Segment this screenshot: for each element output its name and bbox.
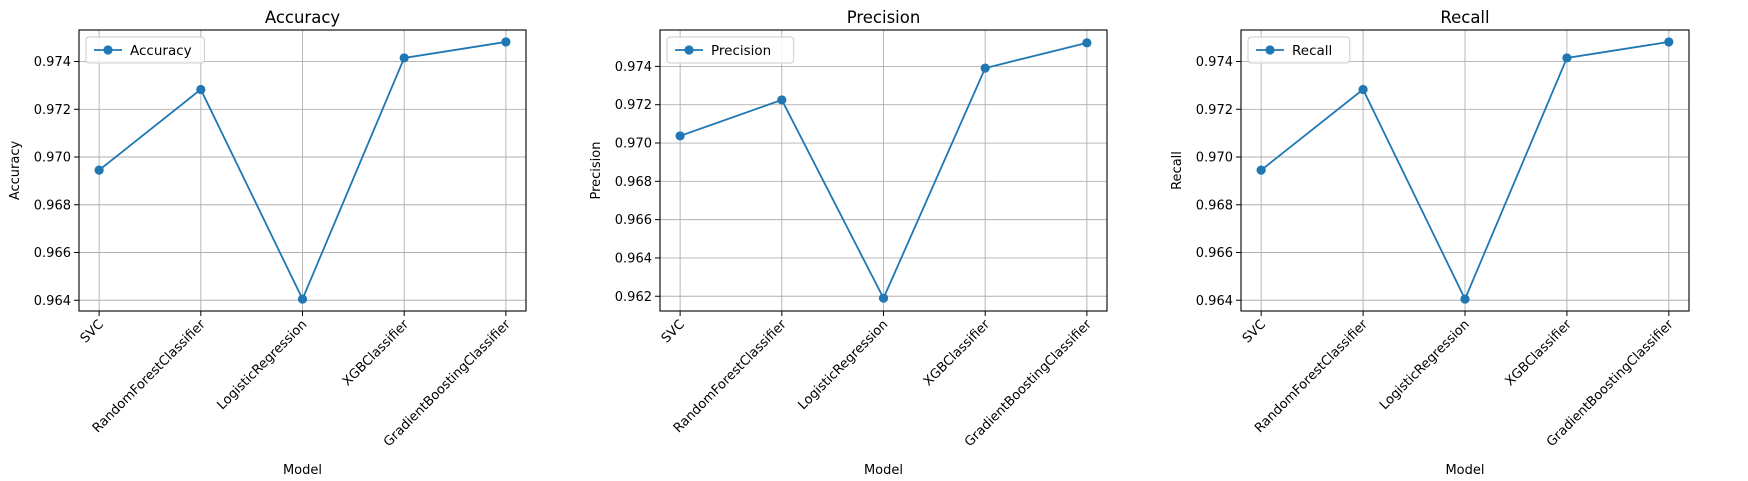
data-point bbox=[1358, 84, 1368, 95]
y-tick-label: 0.966 bbox=[34, 246, 71, 261]
y-tick-label: 0.970 bbox=[34, 151, 71, 166]
x-tick-label: SVC bbox=[659, 317, 688, 346]
x-tick-label: RandomForestClassifier bbox=[1252, 317, 1371, 436]
x-axis-label: Model bbox=[283, 463, 322, 478]
data-point bbox=[777, 95, 787, 105]
x-tick-label: LogisticRegression bbox=[795, 317, 891, 413]
legend: Precision bbox=[666, 36, 795, 64]
legend-label: Precision bbox=[711, 43, 771, 59]
x-tick-label: XGBClassifier bbox=[340, 317, 413, 390]
legend-marker bbox=[684, 45, 694, 55]
data-point bbox=[1256, 165, 1266, 175]
legend-label: Accuracy bbox=[130, 43, 192, 59]
legend-box bbox=[1247, 36, 1351, 64]
y-tick-label: 0.964 bbox=[1196, 294, 1233, 309]
y-tick-label: 0.970 bbox=[1196, 151, 1233, 166]
x-tick-label: XGBClassifier bbox=[1503, 317, 1576, 390]
y-tick-label: 0.968 bbox=[615, 175, 652, 190]
y-axis-label: Accuracy bbox=[8, 141, 23, 201]
y-tick-label: 0.964 bbox=[615, 251, 652, 266]
data-point bbox=[94, 165, 104, 175]
y-tick-label: 0.972 bbox=[34, 103, 71, 118]
legend-label: Recall bbox=[1292, 43, 1332, 59]
y-tick-label: 0.974 bbox=[615, 60, 652, 75]
data-point bbox=[399, 53, 409, 63]
y-tick-label: 0.972 bbox=[615, 98, 652, 113]
legend: Recall bbox=[1247, 36, 1351, 64]
x-tick-label: LogisticRegression bbox=[214, 317, 310, 413]
y-tick-label: 0.972 bbox=[1196, 103, 1233, 118]
y-tick-label: 0.968 bbox=[34, 198, 71, 213]
x-tick-label: RandomForestClassifier bbox=[90, 317, 209, 436]
data-point bbox=[878, 293, 889, 303]
y-axis-label: Recall bbox=[1170, 151, 1185, 190]
data-point bbox=[1460, 294, 1470, 304]
legend-box bbox=[85, 36, 205, 64]
y-tick-label: 0.962 bbox=[615, 290, 652, 305]
data-point bbox=[980, 63, 990, 73]
y-tick-label: 0.966 bbox=[615, 213, 652, 228]
x-axis-label: Model bbox=[1445, 463, 1484, 478]
x-tick-label: LogisticRegression bbox=[1377, 317, 1473, 413]
data-point bbox=[1562, 53, 1572, 63]
x-tick-label: SVC bbox=[78, 317, 107, 346]
data-point bbox=[297, 294, 308, 304]
y-tick-label: 0.974 bbox=[1196, 55, 1233, 70]
x-tick-label: SVC bbox=[1240, 317, 1269, 346]
data-point bbox=[1082, 38, 1092, 48]
y-axis-label: Precision bbox=[589, 141, 604, 199]
chart-panel-precision: 0.962 0.964 0.966 0.968 0.970 0.972 0.974 SVCRa… bbox=[589, 8, 1108, 478]
y-tick-label: 0.966 bbox=[1196, 246, 1233, 261]
y-tick-label: 0.968 bbox=[1196, 198, 1233, 213]
legend-marker bbox=[103, 45, 113, 55]
y-tick-label: 0.970 bbox=[615, 137, 652, 152]
y-tick-label: 0.964 bbox=[34, 294, 71, 309]
legend-marker bbox=[1265, 45, 1275, 55]
data-point bbox=[675, 131, 685, 141]
chart-title: Accuracy bbox=[265, 8, 341, 27]
chart-panel-accuracy: 0.964 0.966 0.968 0.970 0.972 0.974 SVCRandomF… bbox=[8, 8, 527, 478]
chart-title: Precision bbox=[847, 8, 921, 27]
legend: Accuracy bbox=[85, 36, 205, 64]
data-point bbox=[196, 84, 206, 95]
y-tick-label: 0.974 bbox=[34, 55, 71, 70]
x-tick-label: RandomForestClassifier bbox=[671, 317, 790, 436]
x-axis-label: Model bbox=[864, 463, 903, 478]
legend-box bbox=[666, 36, 795, 64]
data-point bbox=[1664, 37, 1674, 47]
chart-panel-recall: 0.964 0.966 0.968 0.970 0.972 0.974 SVCRandomF… bbox=[1170, 8, 1690, 478]
x-tick-label: XGBClassifier bbox=[921, 317, 994, 390]
chart-title: Recall bbox=[1440, 8, 1489, 27]
data-point bbox=[501, 37, 511, 47]
